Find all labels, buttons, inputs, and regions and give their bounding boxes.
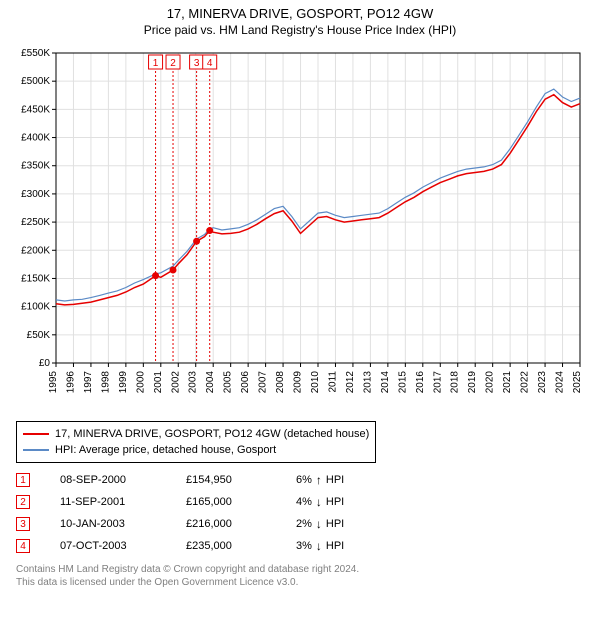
event-marker: 4 [16, 539, 30, 553]
svg-text:2015: 2015 [397, 371, 408, 394]
svg-text:£550K: £550K [21, 48, 50, 59]
svg-text:£50K: £50K [27, 330, 51, 341]
svg-text:£0: £0 [39, 358, 51, 369]
legend-item: 17, MINERVA DRIVE, GOSPORT, PO12 4GW (de… [23, 426, 369, 442]
event-diff: 2% ↓ HPI [296, 517, 344, 531]
event-diff: 3% ↓ HPI [296, 539, 344, 553]
svg-text:3: 3 [194, 58, 200, 69]
arrow-down-icon: ↓ [316, 539, 322, 553]
svg-text:2010: 2010 [310, 371, 321, 394]
svg-text:1: 1 [153, 58, 159, 69]
chart-title: 17, MINERVA DRIVE, GOSPORT, PO12 4GW [8, 6, 592, 21]
chart-plot: £0 £50K £100K £150K £200K £250K £300K £350K £400… [8, 43, 592, 413]
svg-text:2002: 2002 [170, 371, 181, 394]
event-marker: 2 [16, 495, 30, 509]
event-date: 10-JAN-2003 [60, 518, 186, 530]
svg-text:1999: 1999 [118, 371, 129, 394]
svg-text:1995: 1995 [48, 371, 59, 394]
event-row: 3 10-JAN-2003£216,0002% ↓ HPI [16, 513, 584, 535]
legend-swatch [23, 449, 49, 451]
svg-text:2016: 2016 [415, 371, 426, 394]
svg-text:2004: 2004 [205, 371, 216, 394]
events-table: 1 08-SEP-2000£154,9506% ↑ HPI 2 11-SEP-2001… [16, 469, 584, 557]
svg-text:2006: 2006 [240, 371, 251, 394]
svg-text:2001: 2001 [153, 371, 164, 394]
legend-box: 17, MINERVA DRIVE, GOSPORT, PO12 4GW (de… [16, 421, 376, 463]
chart-subtitle: Price paid vs. HM Land Registry's House … [8, 23, 592, 37]
svg-text:£400K: £400K [21, 133, 50, 144]
svg-text:2000: 2000 [135, 371, 146, 394]
svg-text:2003: 2003 [188, 371, 199, 394]
event-price: £235,000 [186, 540, 296, 552]
svg-text:2012: 2012 [345, 371, 356, 394]
footer-attribution: Contains HM Land Registry data © Crown c… [16, 563, 584, 589]
arrow-down-icon: ↓ [316, 495, 322, 509]
svg-text:2025: 2025 [572, 371, 583, 394]
event-diff: 4% ↓ HPI [296, 495, 344, 509]
svg-text:2023: 2023 [537, 371, 548, 394]
svg-text:2022: 2022 [520, 371, 531, 394]
chart-container: 17, MINERVA DRIVE, GOSPORT, PO12 4GW Pri… [0, 0, 600, 593]
event-date: 11-SEP-2001 [60, 496, 186, 508]
event-price: £216,000 [186, 518, 296, 530]
event-date: 08-SEP-2000 [60, 474, 186, 486]
svg-text:2007: 2007 [258, 371, 269, 394]
event-row: 1 08-SEP-2000£154,9506% ↑ HPI [16, 469, 584, 491]
legend-swatch [23, 433, 49, 435]
svg-text:2021: 2021 [502, 371, 513, 394]
svg-text:1996: 1996 [65, 371, 76, 394]
svg-text:£200K: £200K [21, 245, 50, 256]
svg-text:2014: 2014 [380, 371, 391, 394]
svg-text:2020: 2020 [485, 371, 496, 394]
svg-text:2017: 2017 [432, 371, 443, 394]
svg-text:1998: 1998 [100, 371, 111, 394]
svg-text:£300K: £300K [21, 189, 50, 200]
svg-text:2024: 2024 [555, 371, 566, 394]
event-row: 2 11-SEP-2001£165,0004% ↓ HPI [16, 491, 584, 513]
event-row: 4 07-OCT-2003£235,0003% ↓ HPI [16, 535, 584, 557]
svg-text:2018: 2018 [450, 371, 461, 394]
svg-text:1997: 1997 [83, 371, 94, 394]
legend-item: HPI: Average price, detached house, Gosp… [23, 442, 369, 458]
svg-text:4: 4 [207, 58, 213, 69]
svg-text:£350K: £350K [21, 161, 50, 172]
chart-svg: £0 £50K £100K £150K £200K £250K £300K £350K £400… [8, 43, 592, 413]
svg-text:2005: 2005 [223, 371, 234, 394]
svg-text:£150K: £150K [21, 273, 50, 284]
footer-line: This data is licensed under the Open Gov… [16, 576, 584, 589]
svg-text:2019: 2019 [467, 371, 478, 394]
event-marker: 1 [16, 473, 30, 487]
svg-text:£100K: £100K [21, 302, 50, 313]
event-diff: 6% ↑ HPI [296, 473, 344, 487]
svg-text:2013: 2013 [362, 371, 373, 394]
svg-text:£450K: £450K [21, 104, 50, 115]
svg-text:2: 2 [170, 58, 176, 69]
svg-text:£250K: £250K [21, 217, 50, 228]
arrow-up-icon: ↑ [316, 473, 322, 487]
svg-text:2011: 2011 [327, 371, 338, 393]
svg-text:2008: 2008 [275, 371, 286, 394]
legend-label: HPI: Average price, detached house, Gosp… [55, 444, 276, 456]
event-price: £154,950 [186, 474, 296, 486]
event-date: 07-OCT-2003 [60, 540, 186, 552]
svg-text:£500K: £500K [21, 76, 50, 87]
footer-line: Contains HM Land Registry data © Crown c… [16, 563, 584, 576]
arrow-down-icon: ↓ [316, 517, 322, 531]
legend-label: 17, MINERVA DRIVE, GOSPORT, PO12 4GW (de… [55, 428, 369, 440]
event-price: £165,000 [186, 496, 296, 508]
svg-text:2009: 2009 [293, 371, 304, 394]
event-marker: 3 [16, 517, 30, 531]
